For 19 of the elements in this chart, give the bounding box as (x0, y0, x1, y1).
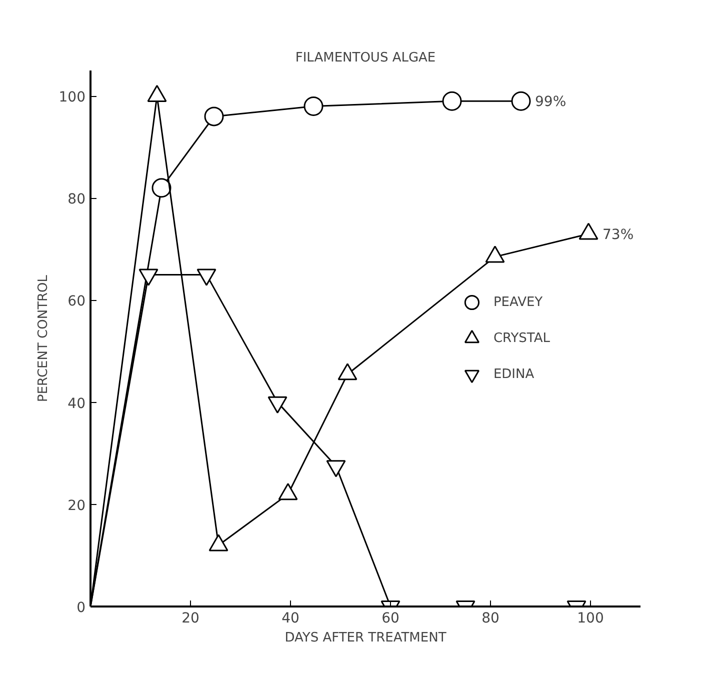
legend-label: CRYSTAL (493, 330, 550, 346)
y-tick-label: 80 (68, 192, 86, 208)
x-tick-label: 40 (282, 610, 300, 626)
legend-label: PEAVEY (493, 294, 543, 310)
x-tick-label: 20 (182, 610, 200, 626)
annotation: 73% (602, 226, 634, 243)
y-tick-label: 40 (68, 396, 86, 412)
y-tick-label: 0 (76, 600, 86, 616)
chart-title: FILAMENTOUS ALGAE (295, 50, 436, 66)
x-tick-label: 100 (577, 610, 604, 626)
y-tick-label: 20 (68, 498, 86, 514)
y-axis-title: PERCENT CONTROL (36, 274, 51, 402)
x-tick-label: 60 (382, 610, 400, 626)
x-tick-label: 80 (482, 610, 500, 626)
legend-label: EDINA (493, 366, 534, 382)
x-axis-title: DAYS AFTER TREATMENT (284, 630, 446, 646)
y-tick-label: 100 (58, 90, 86, 106)
y-tick-label: 60 (68, 294, 86, 310)
annotation: 99% (535, 94, 566, 110)
